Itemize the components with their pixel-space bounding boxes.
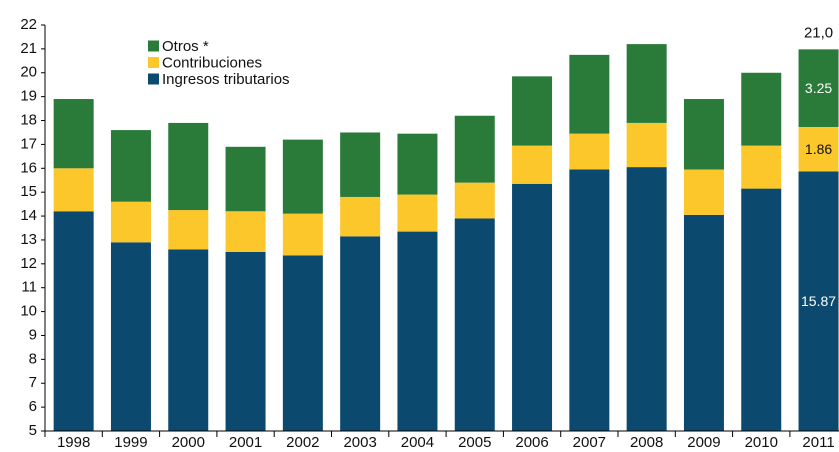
x-tick-label: 2003 [343,434,376,451]
x-tick-label: 2006 [515,434,548,451]
total-label: 21,0 [804,24,833,41]
x-tick-label: 2011 [802,434,834,451]
bar-segment [340,236,381,431]
y-tick-label: 10 [20,303,37,320]
bar-segment [683,214,724,431]
x-tick-label: 2000 [172,434,205,451]
bar-segment [454,218,495,431]
bar-segment [110,242,151,431]
legend-swatch [148,73,159,85]
y-tick-label: 12 [20,255,37,272]
y-tick-label: 15 [20,183,37,200]
y-tick-label: 9 [29,326,37,343]
bar-segment [569,133,610,170]
legend-label: Contribuciones [162,54,262,71]
y-tick-label: 7 [29,374,37,391]
bar-segment [626,122,667,168]
x-tick-label: 2005 [458,434,491,451]
y-tick-label: 22 [20,16,37,33]
y-tick-label: 21 [20,40,37,57]
bar-segment [397,231,438,431]
bar-segment [741,145,782,189]
bar-segment [282,213,323,256]
bar-segment [626,167,667,431]
bar-segment [110,201,151,243]
y-tick-label: 20 [20,64,37,81]
bar-segment [53,211,94,431]
y-tick-label: 18 [20,111,37,128]
legend-label: Ingresos tributarios [162,71,290,88]
y-tick-label: 17 [20,135,37,152]
bar-segment [225,211,266,252]
bar-segment [512,76,553,146]
x-tick-label: 2002 [286,434,319,451]
x-tick-label: 1998 [57,434,90,451]
x-tick-label: 2004 [401,434,434,451]
data-label: 1.86 [805,141,832,157]
x-tick-label: 2001 [229,434,262,451]
legend-swatch [148,57,159,68]
y-tick-label: 6 [29,398,37,415]
bar-segment [110,130,151,202]
bar-segment [512,145,553,184]
x-tick-label: 2008 [630,434,663,451]
bar-segment [741,72,782,146]
bar-segment [168,210,209,250]
bar-segment [168,249,209,431]
y-tick-label: 5 [29,422,37,439]
bar-segment [397,133,438,195]
legend-swatch [148,40,159,52]
bar-segment [683,99,724,170]
x-tick-label: 2009 [687,434,720,451]
bar-segment [798,49,839,127]
bar-segment [168,122,209,211]
bar-segment [225,251,266,431]
y-tick-label: 19 [20,88,37,105]
bar-segment [683,169,724,215]
bar-segment [569,54,610,134]
bar-segment [397,194,438,232]
bar-segment [454,115,495,183]
x-tick-label: 2010 [745,434,778,451]
y-tick-label: 16 [20,159,37,176]
bar-segment [454,182,495,219]
data-label: 3.25 [805,80,832,96]
y-tick-label: 11 [21,279,37,296]
bar-segment [798,126,839,172]
bar-segment [53,99,94,169]
bar-segment [741,188,782,431]
data-label: 15.87 [801,293,836,309]
bar-segment [798,171,839,432]
bar-segment [512,183,553,431]
bar-segment [225,146,266,212]
bar-segment [340,132,381,197]
bar-segment [626,44,667,123]
legend-label: Otros * [162,38,209,55]
y-tick-label: 13 [20,231,37,248]
bar-segment [53,168,94,212]
bar-segment [569,169,610,432]
x-tick-label: 1999 [114,434,147,451]
x-tick-label: 2007 [573,434,606,451]
bar-segment [340,196,381,237]
y-tick-label: 14 [20,207,37,224]
bar-segment [282,139,323,214]
y-tick-label: 8 [29,350,37,367]
bar-segment [282,255,323,431]
